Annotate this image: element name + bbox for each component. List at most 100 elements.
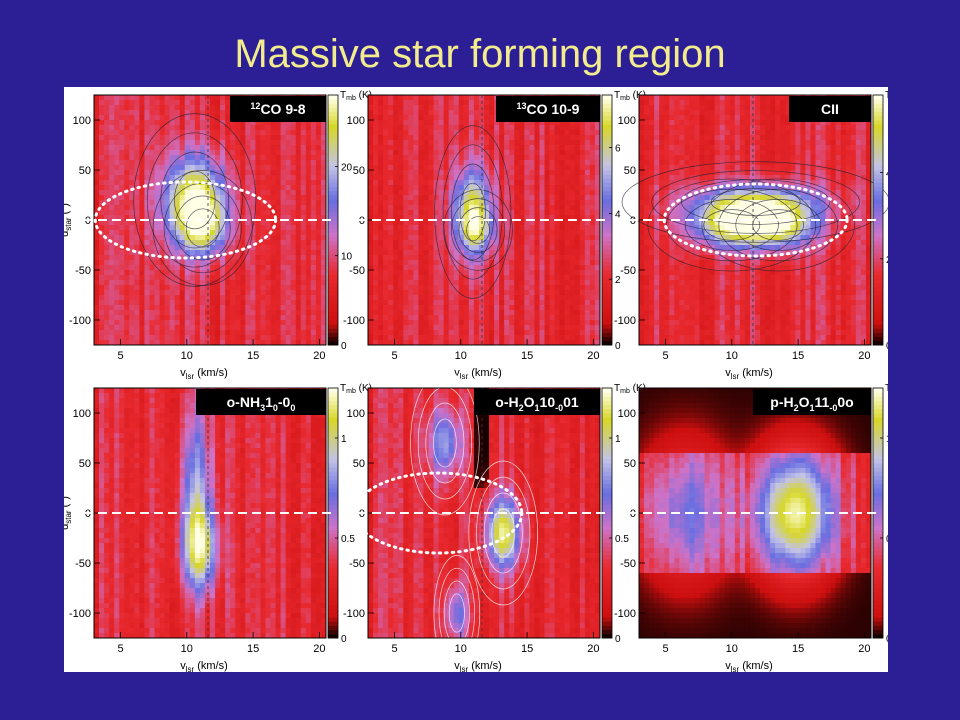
colorbar-tick-label: 6 <box>615 144 621 155</box>
x-tick-label: 20 <box>858 350 870 362</box>
x-tick-label: 20 <box>587 643 599 655</box>
x-tick-label: 10 <box>726 350 738 362</box>
x-tick-label: 20 <box>587 350 599 362</box>
y-tick-label: -100 <box>614 315 636 327</box>
x-axis-label: vlsr (km/s) <box>180 367 228 381</box>
y-tick-label: 50 <box>79 458 91 470</box>
y-tick-label: 100 <box>347 115 365 127</box>
slide-title: Massive star forming region <box>234 32 726 76</box>
line-label: CII <box>821 101 839 117</box>
x-tick-label: 15 <box>247 643 259 655</box>
line-label-box <box>230 96 326 122</box>
y-tick-label: 100 <box>347 408 365 420</box>
colorbar-tick-label: 0 <box>886 634 888 645</box>
y-tick-label: 50 <box>79 165 91 177</box>
colorbar-tick-label: 0 <box>615 634 621 645</box>
x-tick-label: 5 <box>117 643 123 655</box>
x-tick-label: 5 <box>391 643 397 655</box>
x-axis-label: vlsr (km/s) <box>725 367 773 381</box>
y-tick-label: -100 <box>69 608 91 620</box>
colorbar-tick-label: 0 <box>341 341 347 352</box>
colorbar: 00.51 <box>327 387 355 645</box>
y-tick-label: -100 <box>614 608 636 620</box>
contour-lines <box>434 125 513 299</box>
heatmap-cells <box>94 95 327 346</box>
colorbar-label: Tmb (K) <box>614 383 646 395</box>
x-tick-label: 15 <box>792 643 804 655</box>
x-tick-label: 10 <box>181 643 193 655</box>
colorbar-tick-label: 40 <box>886 169 888 180</box>
x-tick-label: 15 <box>792 350 804 362</box>
panel-4: 5 10 15 20 vlsr (km/s) 100 50 0 -50 -100 dstar (")… <box>59 383 372 674</box>
x-tick-label: 10 <box>181 350 193 362</box>
x-tick-label: 20 <box>313 350 325 362</box>
y-tick-label: 50 <box>353 165 365 177</box>
y-tick-label: 100 <box>73 408 91 420</box>
colorbar-tick-label: 1 <box>341 434 347 445</box>
heatmap-cells <box>94 388 327 639</box>
line-label: p-H2O111-00o <box>770 394 853 413</box>
x-axis-label: vlsr (km/s) <box>454 660 502 672</box>
y-tick-label: -50 <box>75 558 91 570</box>
x-axis-label: vlsr (km/s) <box>725 660 773 672</box>
y-tick-label: -50 <box>75 265 91 277</box>
region-ellipse <box>93 180 278 260</box>
x-tick-label: 15 <box>521 350 533 362</box>
x-tick-label: 10 <box>726 643 738 655</box>
x-tick-label: 15 <box>521 643 533 655</box>
y-tick-label: -100 <box>69 315 91 327</box>
line-label: 13CO 10-9 <box>517 101 580 117</box>
x-tick-label: 15 <box>247 350 259 362</box>
colorbar-tick-label: 20 <box>341 162 353 173</box>
contour-lines <box>410 370 538 671</box>
x-axis-label: vlsr (km/s) <box>180 660 228 672</box>
colorbar-tick-label: 4 <box>615 209 621 220</box>
y-tick-label: -50 <box>620 558 636 570</box>
x-tick-label: 10 <box>455 350 467 362</box>
y-tick-label: -50 <box>349 558 365 570</box>
x-tick-label: 10 <box>455 643 467 655</box>
x-tick-label: 20 <box>313 643 325 655</box>
panel-3: 5 10 15 20 vlsr (km/s) 100 50 0 -50 -100 0 20 40 Tmb … <box>614 90 917 381</box>
line-label-box <box>474 389 600 415</box>
colorbar-tick-label: 2 <box>615 275 621 286</box>
x-tick-label: 5 <box>662 643 668 655</box>
x-tick-label: 5 <box>117 350 123 362</box>
y-tick-label: 100 <box>618 408 636 420</box>
colorbar-tick-label: 0.5 <box>341 534 355 545</box>
x-tick-label: 5 <box>662 350 668 362</box>
colorbar: 0 20 40 <box>872 94 898 352</box>
colorbar-label: Tmb (K) <box>340 383 372 395</box>
x-tick-label: 5 <box>391 350 397 362</box>
colorbar: 0 10 20 <box>327 94 353 352</box>
colorbar-label: Tmb (K) <box>885 383 888 395</box>
y-tick-label: 100 <box>618 115 636 127</box>
colorbar-tick-label: 20 <box>886 255 888 266</box>
x-tick-label: 20 <box>858 643 870 655</box>
panel-1: 5 10 15 20 vlsr (km/s) 100 50 0 -50 -100 dstar (")… <box>59 90 372 381</box>
contour-lines <box>621 161 890 272</box>
panel-2: 5 10 15 20 vlsr (km/s) 100 50 0 -50 -100 0 2 4 6 Tmb (… <box>343 90 646 381</box>
y-tick-label: 50 <box>624 458 636 470</box>
colorbar-tick-label: 0.5 <box>886 534 888 545</box>
line-label-box <box>789 96 871 122</box>
line-label: 12CO 9-8 <box>250 101 305 117</box>
line-label-box <box>196 389 326 415</box>
y-axis-label: dstar (") <box>64 203 73 237</box>
y-tick-label: 50 <box>353 458 365 470</box>
y-tick-label: -100 <box>343 608 365 620</box>
colorbar-tick-label: 1 <box>886 434 888 445</box>
colorbar-tick-label: 0 <box>341 634 347 645</box>
y-tick-label: 50 <box>624 165 636 177</box>
colorbar-tick-label: 1 <box>615 434 621 445</box>
x-axis-label: vlsr (km/s) <box>454 367 502 381</box>
y-tick-label: 100 <box>73 115 91 127</box>
colorbar-tick-label: 10 <box>341 252 353 263</box>
panel-5: 5 10 15 20 vlsr (km/s) 100 50 0 -50 -100 0 0.5 1 Tmb … <box>343 370 646 674</box>
y-tick-label: -50 <box>620 265 636 277</box>
y-tick-label: -50 <box>349 265 365 277</box>
colorbar-label: Tmb (K) <box>614 90 646 102</box>
heatmap-cells <box>639 388 872 639</box>
